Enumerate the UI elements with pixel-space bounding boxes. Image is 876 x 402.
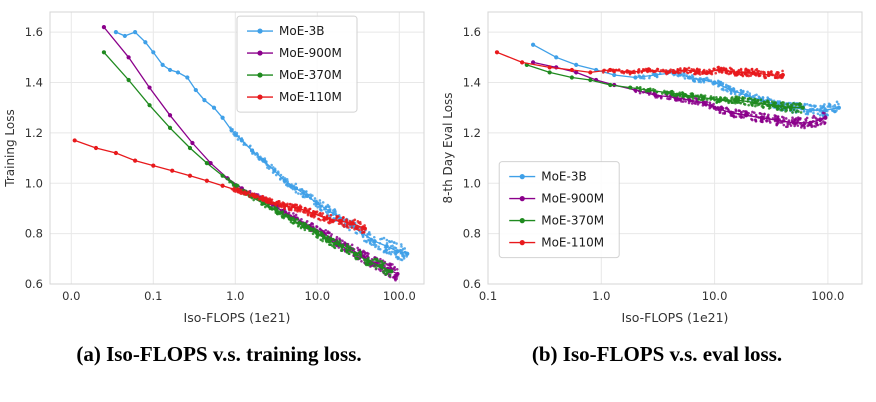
svg-text:1.4: 1.4 [463,76,481,90]
y-axis-label: Training Loss [3,109,17,187]
svg-text:1.6: 1.6 [463,25,481,39]
svg-text:MoE-900M: MoE-900M [541,192,604,206]
chart-eval-loss: 0.6 0.8 1.0 1.2 1.4 1.6 0.1 1.0 10.0 100.0 Iso-FLO… [438,0,876,334]
svg-text:1.0: 1.0 [592,289,610,303]
series-MoE-370M [101,50,394,277]
svg-text:10.0: 10.0 [305,289,331,303]
axis-labels: 0.6 0.8 1.0 1.2 1.4 1.6 0.1 1.0 10.0 100.0 [463,25,845,303]
svg-text:1.4: 1.4 [25,76,43,90]
svg-text:MoE-370M: MoE-370M [279,68,342,82]
svg-text:100.0: 100.0 [383,289,416,303]
svg-text:0.6: 0.6 [463,277,481,291]
svg-text:0.1: 0.1 [479,289,497,303]
svg-text:10.0: 10.0 [702,289,728,303]
series-MoE-370M [524,62,805,114]
svg-text:MoE-110M: MoE-110M [279,90,342,104]
legend: MoE-3B MoE-900M MoE-370M MoE-110M [498,161,620,259]
svg-text:MoE-3B: MoE-3B [541,170,586,184]
chart-a-svg: 0.6 0.8 1.0 1.2 1.4 1.6 0.0 0.1 1.0 10.0 100.0 Iso-… [0,0,438,334]
svg-text:1.2: 1.2 [463,126,481,140]
svg-text:MoE-3B: MoE-3B [279,24,324,38]
caption-b: (b) Iso-FLOPS v.s. eval loss. [531,342,783,366]
svg-text:0.1: 0.1 [144,289,162,303]
svg-text:1.0: 1.0 [25,176,43,190]
x-axis-label: Iso-FLOPS (1e21) [184,310,291,325]
svg-text:0.6: 0.6 [25,277,43,291]
chart-bg [0,0,438,334]
svg-text:1.0: 1.0 [226,289,244,303]
x-axis-label: Iso-FLOPS (1e21) [622,310,729,325]
series-MoE-110M [494,50,785,80]
svg-text:MoE-370M: MoE-370M [541,214,604,228]
svg-text:MoE-110M: MoE-110M [541,236,604,250]
caption-a: (a) Iso-FLOPS v.s. training loss. [76,342,362,366]
axis-labels: 0.6 0.8 1.0 1.2 1.4 1.6 0.0 0.1 1.0 10.0 100.0 [25,25,416,303]
series-MoE-110M [72,138,367,235]
y-axis-label: 8-th Day Eval Loss [441,92,455,203]
legend: MoE-3B MoE-900M MoE-370M MoE-110M [236,15,358,113]
svg-text:1.2: 1.2 [25,126,43,140]
plot-frame [49,11,425,285]
svg-text:MoE-900M: MoE-900M [279,46,342,60]
svg-text:1.6: 1.6 [25,25,43,39]
svg-text:0.8: 0.8 [25,227,43,241]
svg-text:0.8: 0.8 [463,227,481,241]
svg-text:0.0: 0.0 [62,289,80,303]
plot-frame [487,11,863,285]
svg-text:1.0: 1.0 [463,176,481,190]
chart-training-loss: 0.6 0.8 1.0 1.2 1.4 1.6 0.0 0.1 1.0 10.0 100.0 Iso-… [0,0,438,334]
svg-text:100.0: 100.0 [811,289,844,303]
captions-row: (a) Iso-FLOPS v.s. training loss. (b) Is… [0,342,876,367]
charts-row: 0.6 0.8 1.0 1.2 1.4 1.6 0.0 0.1 1.0 10.0 100.0 Iso-… [0,0,876,334]
chart-b-svg: 0.6 0.8 1.0 1.2 1.4 1.6 0.1 1.0 10.0 100.0 Iso-FLO… [438,0,876,334]
